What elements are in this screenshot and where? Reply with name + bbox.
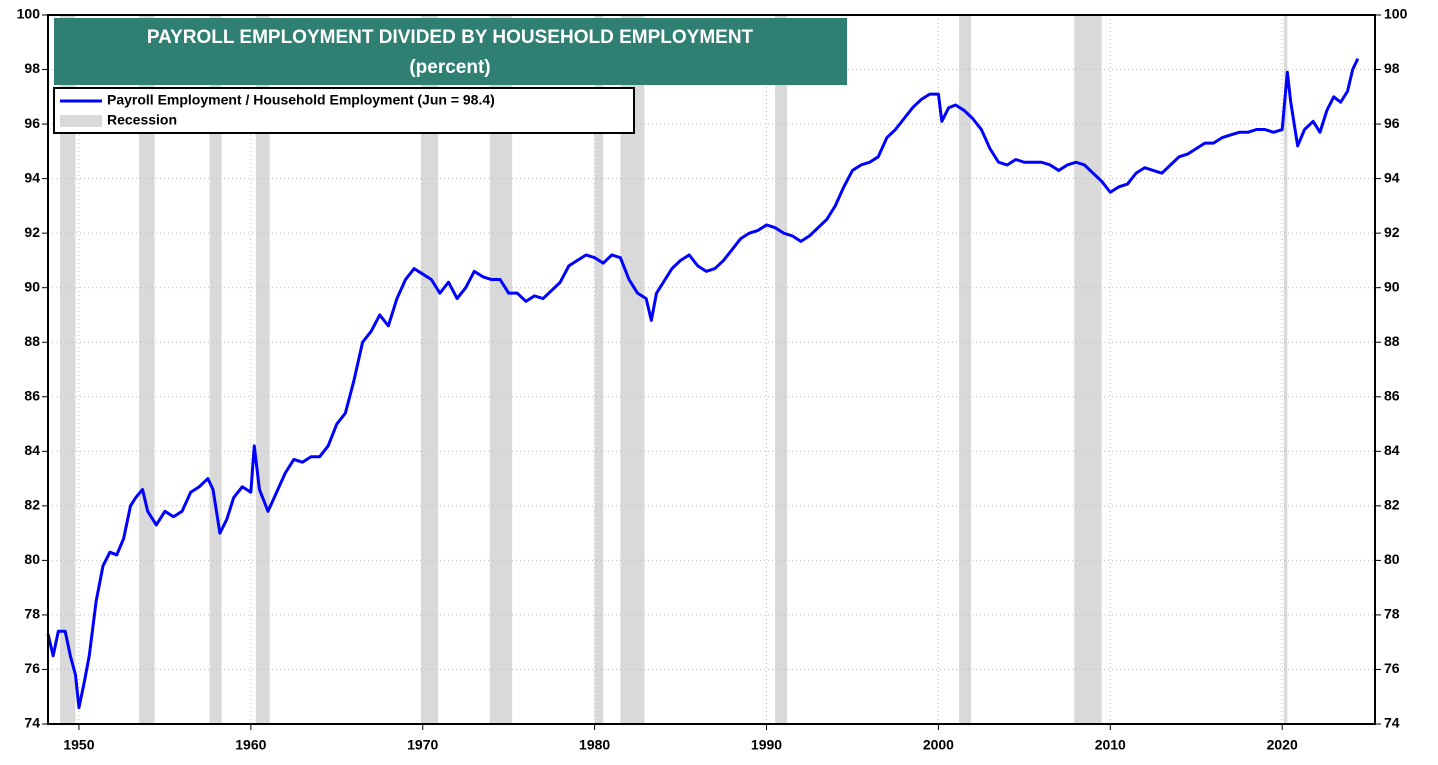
x-tick-label: 1990 — [751, 737, 782, 753]
recession-band — [1283, 15, 1288, 724]
y-tick-label: 82 — [24, 497, 40, 513]
x-tick-label: 1950 — [63, 737, 94, 753]
recession-band — [255, 15, 270, 724]
y-tick-label: 78 — [24, 606, 40, 622]
y2-tick-label: 92 — [1384, 224, 1400, 240]
recession-band — [775, 15, 788, 724]
y-tick-label: 74 — [24, 715, 40, 731]
y-tick-label: 86 — [24, 387, 40, 403]
x-tick-label: 2020 — [1267, 737, 1298, 753]
chart-subtitle: (percent) — [409, 57, 490, 78]
y2-tick-label: 82 — [1384, 497, 1400, 513]
y2-tick-label: 90 — [1384, 278, 1400, 294]
y-tick-label: 94 — [24, 169, 40, 185]
y-tick-label: 96 — [24, 115, 40, 131]
y-tick-label: 90 — [24, 278, 40, 294]
chart-title: PAYROLL EMPLOYMENT DIVIDED BY HOUSEHOLD … — [147, 27, 754, 48]
legend-box — [53, 87, 635, 134]
recession-band — [421, 15, 439, 724]
recession-band — [60, 15, 76, 724]
recession-band — [489, 15, 513, 724]
y2-tick-label: 80 — [1384, 551, 1400, 567]
y2-tick-label: 96 — [1384, 115, 1400, 131]
y-tick-label: 98 — [24, 60, 40, 76]
y2-tick-label: 74 — [1384, 715, 1400, 731]
x-tick-label: 1970 — [407, 737, 438, 753]
y2-tick-label: 88 — [1384, 333, 1400, 349]
y-tick-label: 84 — [24, 442, 40, 458]
recession-band — [594, 15, 604, 724]
recession-band — [209, 15, 222, 724]
y2-tick-label: 100 — [1384, 6, 1408, 22]
legend-label: Payroll Employment / Household Employmen… — [107, 92, 495, 108]
y-tick-label: 80 — [24, 551, 40, 567]
x-tick-label: 2000 — [923, 737, 954, 753]
y-tick-label: 76 — [24, 660, 40, 676]
title-box — [54, 18, 847, 85]
y2-tick-label: 76 — [1384, 660, 1400, 676]
recession-band — [959, 15, 972, 724]
y2-tick-label: 86 — [1384, 387, 1400, 403]
series-line — [46, 57, 1360, 710]
x-tick-label: 2010 — [1095, 737, 1126, 753]
x-tick-label: 1980 — [579, 737, 610, 753]
legend-swatch — [60, 115, 102, 127]
y-tick-label: 92 — [24, 224, 40, 240]
line-layer — [46, 57, 1360, 710]
recession-band — [139, 15, 155, 724]
legend-label: Recession — [107, 112, 177, 128]
y2-tick-label: 98 — [1384, 60, 1400, 76]
y2-tick-label: 94 — [1384, 169, 1400, 185]
y-tick-label: 100 — [17, 6, 41, 22]
recession-band — [1074, 15, 1102, 724]
y2-tick-label: 84 — [1384, 442, 1400, 458]
plot-frame — [47, 14, 1376, 725]
x-tick-label: 1960 — [235, 737, 266, 753]
y-tick-label: 88 — [24, 333, 40, 349]
y2-tick-label: 78 — [1384, 606, 1400, 622]
